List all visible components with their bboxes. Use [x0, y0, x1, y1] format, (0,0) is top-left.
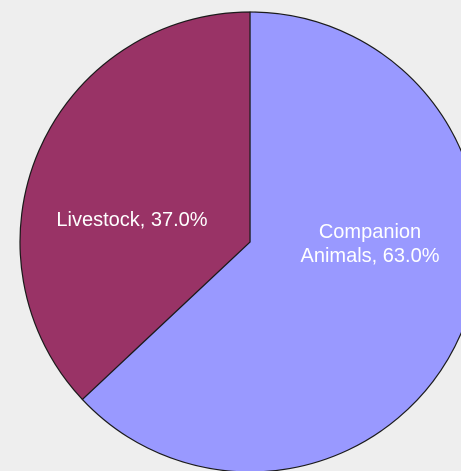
- slice-label-livestock: Livestock, 37.0%: [56, 209, 207, 231]
- slice-label-companion-animals: Companion Animals, 63.0%: [301, 221, 440, 267]
- labels-layer: Companion Animals, 63.0% Livestock, 37.0%: [56, 209, 439, 267]
- slices-layer: [19, 11, 461, 471]
- pie-slice-livestock: [19, 11, 251, 401]
- pie-slice-companion-animals: [81, 11, 461, 471]
- slice-label-line: Animals, 63.0%: [301, 245, 440, 267]
- slice-label-line: Livestock, 37.0%: [56, 209, 207, 231]
- slice-label-line: Companion: [319, 221, 421, 243]
